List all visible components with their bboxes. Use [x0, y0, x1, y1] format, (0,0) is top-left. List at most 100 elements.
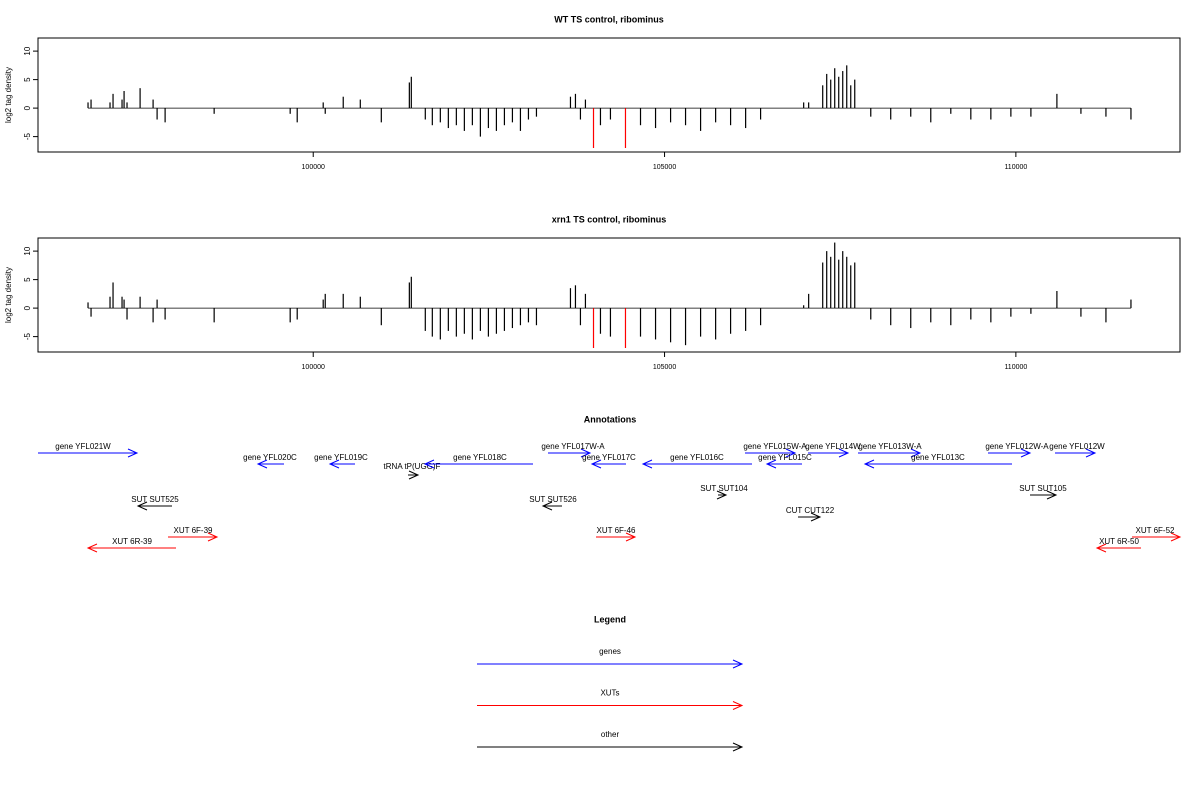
bar [431, 108, 433, 126]
feature-label: XUT 6F-52 [1136, 526, 1176, 535]
bar [156, 108, 158, 120]
bar [139, 296, 141, 309]
x-tick-label: 110000 [1004, 364, 1027, 371]
y-tick-label: 0 [23, 105, 32, 110]
legend-label: XUTs [600, 689, 619, 698]
bar [569, 96, 572, 109]
bar [431, 308, 433, 337]
legend-arrow-head [732, 701, 744, 710]
bar [455, 308, 457, 337]
y-axis-label: log2 tag density [4, 267, 13, 323]
y-tick-label: 5 [23, 77, 32, 82]
feature-arrow-head [641, 459, 653, 469]
bar [654, 308, 657, 340]
bar [850, 85, 852, 109]
feature-label: gene YFL021W [55, 442, 111, 451]
feature-label: XUT 6R-39 [112, 537, 152, 546]
bar [624, 108, 627, 149]
bar [854, 79, 856, 109]
annotations-title: Annotations [584, 414, 637, 424]
bar [609, 108, 612, 120]
feature-arrow-head [207, 532, 219, 542]
feature-label: SUT SUT105 [1019, 484, 1067, 493]
bar [519, 308, 522, 326]
feature-label: gene YFL018C [453, 453, 507, 462]
x-tick-label: 110000 [1004, 164, 1027, 171]
bar [1130, 108, 1132, 120]
bar [803, 305, 805, 309]
bar [296, 108, 298, 123]
bar [715, 108, 717, 123]
bar [808, 293, 810, 309]
feature-arrow-head [328, 459, 340, 469]
bar [324, 108, 326, 114]
bar [830, 79, 832, 109]
bar [322, 102, 324, 109]
bar [592, 108, 595, 149]
feature-label: XUT 6R-50 [1099, 537, 1139, 546]
bar [729, 108, 732, 126]
bar [455, 108, 457, 126]
feature-arrow-head [1170, 532, 1182, 542]
bar [822, 85, 824, 109]
bar [511, 108, 514, 123]
feature-label: gene YFL015C [758, 453, 812, 462]
bar [830, 256, 832, 309]
bar [584, 99, 587, 109]
bar [408, 282, 410, 309]
feature-arrow-head [136, 501, 148, 511]
bar [380, 108, 382, 123]
bar [574, 93, 577, 109]
feature-label: gene YFL020C [243, 453, 297, 462]
feature-arrow-head [590, 459, 602, 469]
bar [87, 102, 89, 109]
bar [854, 262, 856, 309]
chart-title: WT TS control, ribominus [554, 14, 664, 24]
bar [289, 308, 291, 323]
feature-label: gene YFL017W-A [541, 442, 605, 451]
feature-arrow-head [541, 501, 553, 511]
bar [699, 308, 702, 337]
bar [410, 76, 412, 109]
bar [479, 108, 481, 137]
bar [930, 108, 932, 123]
bar [139, 88, 141, 109]
bar [1105, 308, 1107, 323]
bar [970, 308, 972, 320]
bar [808, 102, 810, 109]
bar [471, 308, 473, 340]
feature-arrow-head [1020, 448, 1032, 458]
bar [121, 296, 123, 309]
bar [109, 296, 111, 309]
bar [112, 282, 114, 309]
feature-label: SUT SUT526 [529, 495, 577, 504]
x-tick-label: 105000 [653, 364, 676, 371]
bar [322, 299, 324, 309]
bar [834, 68, 836, 109]
legend-label: other [601, 730, 620, 739]
bar [842, 251, 844, 309]
bar [669, 308, 672, 343]
bar [324, 293, 326, 309]
bar [890, 108, 892, 120]
bar [826, 251, 828, 309]
bar [126, 102, 128, 109]
bar [123, 91, 125, 109]
x-tick-label: 105000 [653, 164, 676, 171]
bar [990, 108, 992, 120]
bar [624, 308, 627, 349]
bar [950, 108, 952, 114]
bar [503, 108, 506, 126]
bar [745, 108, 747, 129]
bar [822, 262, 824, 309]
y-tick-label: 10 [23, 246, 32, 255]
x-tick-label: 100000 [302, 164, 325, 171]
bar [126, 308, 128, 320]
bar [152, 99, 154, 109]
bar [599, 108, 602, 126]
bar [592, 308, 595, 349]
feature-label: gene YFL017C [582, 453, 636, 462]
feature-label: gene YFL012W-A [985, 442, 1049, 451]
